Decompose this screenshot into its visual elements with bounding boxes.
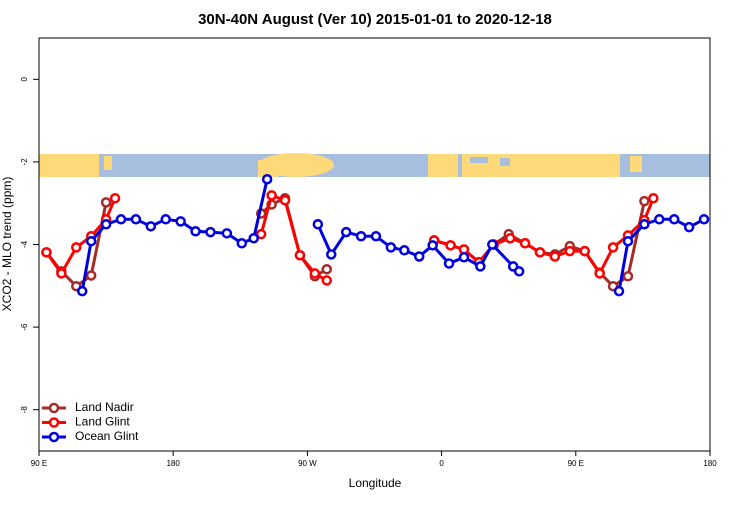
point bbox=[622, 271, 634, 282]
point bbox=[564, 245, 576, 257]
x-tick-label: 180 bbox=[703, 459, 717, 468]
point bbox=[76, 285, 88, 297]
y-axis-label: XCO2 - MLO trend (ppm) bbox=[0, 177, 14, 312]
point bbox=[668, 214, 680, 225]
x-tick-label: 90 W bbox=[298, 459, 317, 468]
x-tick-label: 0 bbox=[439, 459, 444, 468]
point bbox=[321, 264, 333, 275]
x-axis-label: Longitude bbox=[349, 476, 402, 490]
point bbox=[326, 249, 337, 260]
legend-marker bbox=[48, 417, 60, 428]
point bbox=[56, 268, 67, 279]
y-tick-label: -8 bbox=[20, 406, 29, 414]
point bbox=[475, 261, 486, 272]
point bbox=[399, 245, 410, 256]
legend-label: Land Nadir bbox=[75, 400, 134, 414]
point bbox=[294, 249, 306, 261]
point bbox=[221, 228, 233, 239]
point bbox=[385, 242, 397, 253]
y-tick-label: -2 bbox=[20, 158, 29, 166]
x-tick-label: 90 E bbox=[31, 459, 47, 468]
point bbox=[205, 226, 216, 238]
point bbox=[160, 214, 171, 225]
point bbox=[683, 221, 695, 233]
point bbox=[255, 228, 267, 240]
point bbox=[445, 240, 456, 251]
point bbox=[41, 247, 52, 258]
point bbox=[639, 219, 650, 230]
point bbox=[100, 197, 112, 208]
point bbox=[639, 195, 650, 207]
y-tick-label: -4 bbox=[20, 240, 29, 248]
point bbox=[698, 214, 710, 225]
point bbox=[513, 266, 525, 277]
point bbox=[613, 285, 625, 297]
chart-title: 30N-40N August (Ver 10) 2015-01-01 to 20… bbox=[198, 11, 552, 28]
point bbox=[261, 173, 273, 185]
point bbox=[622, 235, 634, 247]
point bbox=[534, 247, 546, 258]
legend-marker bbox=[48, 402, 60, 414]
x-tick-label: 180 bbox=[167, 459, 181, 468]
point bbox=[355, 230, 367, 242]
point bbox=[458, 252, 470, 263]
point bbox=[190, 226, 201, 237]
series-line bbox=[45, 196, 646, 288]
point bbox=[504, 233, 516, 244]
point bbox=[85, 270, 97, 281]
x-tick-label: 90 E bbox=[568, 459, 584, 468]
point bbox=[100, 219, 112, 230]
point bbox=[109, 192, 121, 204]
y-tick-label: 0 bbox=[20, 77, 29, 82]
point bbox=[579, 245, 590, 257]
point bbox=[549, 251, 561, 262]
point bbox=[427, 240, 438, 251]
point bbox=[340, 226, 352, 238]
point bbox=[443, 258, 455, 269]
point bbox=[594, 268, 605, 279]
point bbox=[115, 214, 127, 225]
legend-marker bbox=[48, 431, 60, 443]
series-line bbox=[45, 193, 655, 282]
point bbox=[413, 251, 425, 262]
legend-label: Ocean Glint bbox=[75, 429, 139, 443]
point bbox=[85, 235, 97, 247]
point bbox=[321, 275, 333, 286]
point bbox=[71, 242, 82, 253]
point bbox=[519, 238, 531, 249]
point bbox=[309, 268, 321, 279]
point bbox=[487, 239, 498, 250]
point bbox=[236, 238, 248, 249]
point bbox=[312, 219, 324, 230]
point bbox=[648, 192, 659, 204]
point bbox=[654, 214, 665, 225]
legend-label: Land Glint bbox=[75, 415, 130, 429]
map-strip bbox=[39, 153, 710, 177]
point bbox=[607, 242, 619, 253]
point bbox=[175, 216, 186, 227]
point bbox=[130, 214, 142, 225]
point bbox=[145, 221, 157, 232]
point bbox=[248, 233, 259, 244]
point bbox=[266, 190, 277, 201]
series-line bbox=[80, 178, 705, 292]
point bbox=[370, 230, 382, 242]
point bbox=[279, 195, 291, 206]
y-tick-label: -6 bbox=[20, 323, 29, 331]
